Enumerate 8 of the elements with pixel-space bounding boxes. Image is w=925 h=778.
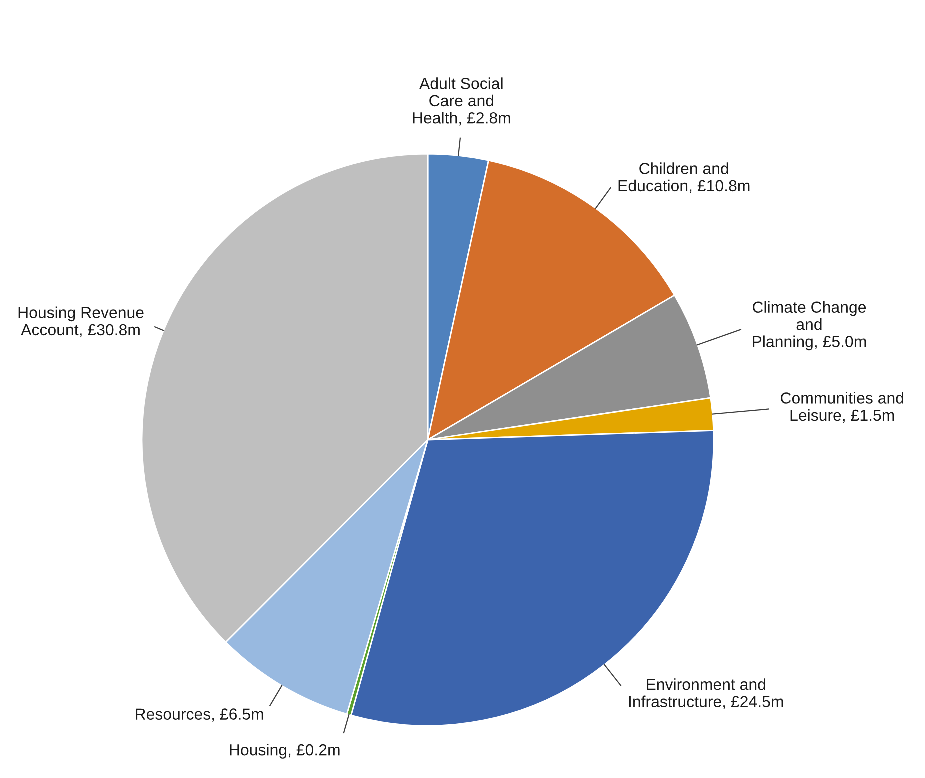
slice-label: Housing Revenue Account, £30.8m bbox=[18, 306, 144, 338]
slice-label: Adult Social Care and Health, £2.8m bbox=[413, 78, 510, 126]
slice-label: Housing, £0.2m bbox=[230, 744, 340, 759]
slice-label: Communities and Leisure, £1.5m bbox=[781, 392, 904, 424]
slice-label: Climate Change and Planning, £5.0m bbox=[753, 301, 866, 351]
slice-label: Resources, £6.5m bbox=[136, 708, 264, 722]
slice-label: Children and Education, £10.8m bbox=[618, 162, 750, 194]
slice-label: Environment and Infrastructure, £24.5m bbox=[629, 678, 784, 710]
